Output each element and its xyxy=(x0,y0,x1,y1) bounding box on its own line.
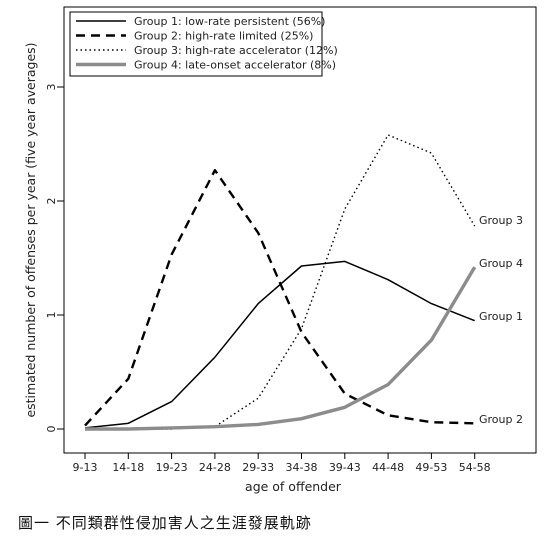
series-lines xyxy=(84,134,477,431)
x-tick-label: 9-13 xyxy=(73,461,98,474)
x-tick-label: 44-48 xyxy=(372,461,404,474)
x-tick-label: 24-28 xyxy=(199,461,231,474)
legend-entry-group-4: Group 4: late-onset accelerator (8%) xyxy=(134,59,336,72)
end-label-group-4: Group 4 xyxy=(479,257,523,270)
x-tick-label: 19-23 xyxy=(156,461,188,474)
series-end-labels: Group 1 Group 2 Group 3 Group 4 xyxy=(479,214,523,426)
series-line-group-3 xyxy=(85,134,476,430)
x-axis: 9-13 14-18 19-23 24-28 29-33 34-38 39-43 44-48 4… xyxy=(73,452,491,474)
y-tick-label: 1 xyxy=(45,312,58,319)
y-axis: 0 1 2 3 xyxy=(45,84,65,433)
legend-entry-group-1: Group 1: low-rate persistent (56%) xyxy=(134,15,325,28)
end-label-group-2: Group 2 xyxy=(479,413,523,426)
end-label-group-1: Group 1 xyxy=(479,310,523,323)
series-line-group-1 xyxy=(84,260,475,429)
x-tick-label: 54-58 xyxy=(459,461,491,474)
x-tick-label: 49-53 xyxy=(415,461,447,474)
figure-caption: 圖一 不同類群性侵加害人之生涯發展軌跡 xyxy=(18,514,312,532)
x-tick-label: 29-33 xyxy=(242,461,274,474)
series-line-group-2 xyxy=(84,168,475,427)
legend: Group 1: low-rate persistent (56%) Group … xyxy=(69,11,338,77)
y-tick-label: 3 xyxy=(45,84,58,91)
x-axis-title: age of offender xyxy=(245,479,342,494)
y-axis-title: estimated number of offenses per year (f… xyxy=(23,42,38,417)
y-tick-label: 2 xyxy=(45,198,58,205)
legend-entry-group-3: Group 3: high-rate accelerator (12%) xyxy=(134,44,338,57)
x-tick-label: 14-18 xyxy=(112,461,144,474)
legend-entry-group-2: Group 2: high-rate limited (25%) xyxy=(134,30,313,43)
end-label-group-3: Group 3 xyxy=(479,214,523,227)
y-tick-label: 0 xyxy=(45,426,58,433)
series-line-group-4 xyxy=(85,266,477,431)
x-tick-label: 39-43 xyxy=(329,461,361,474)
x-tick-label: 34-38 xyxy=(286,461,318,474)
